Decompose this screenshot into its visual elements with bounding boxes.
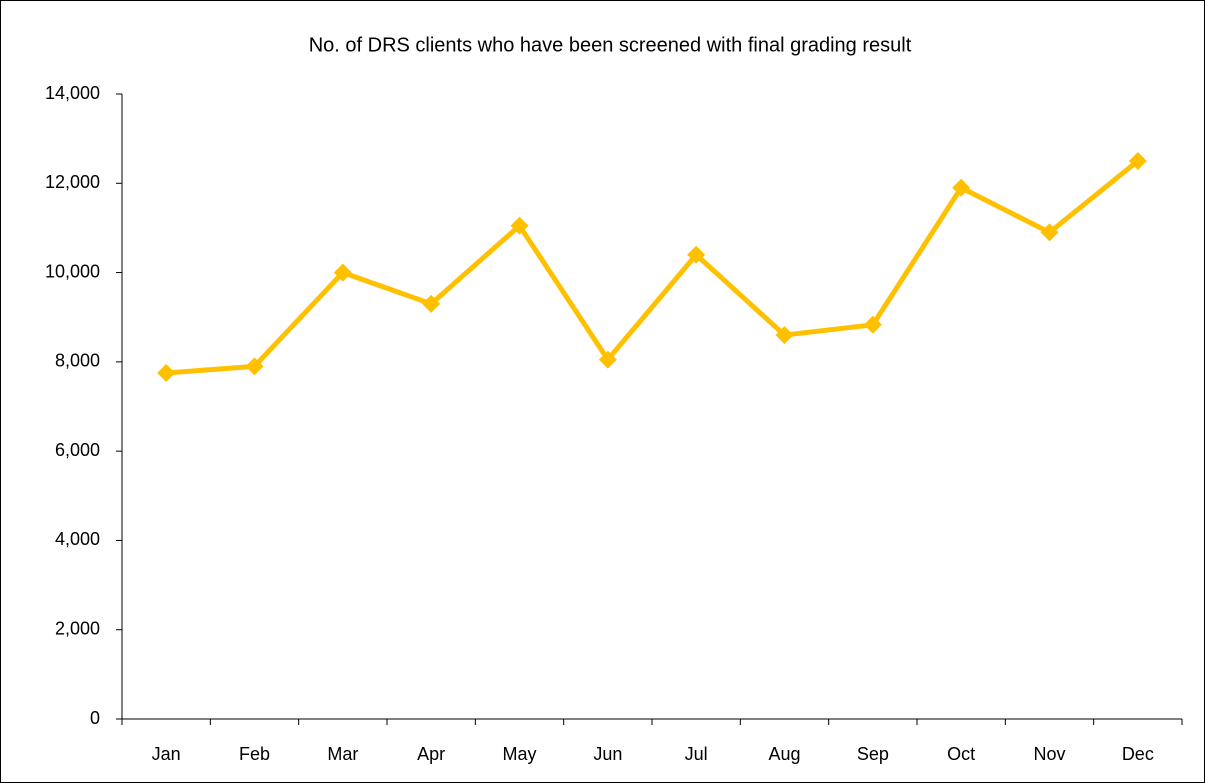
x-tick-label: Oct	[947, 744, 975, 764]
data-marker	[775, 326, 794, 345]
y-tick-label: 12,000	[45, 172, 100, 192]
x-tick-label: Nov	[1033, 744, 1065, 764]
x-tick-label: Jul	[685, 744, 708, 764]
data-marker	[1040, 223, 1059, 242]
data-line	[165, 159, 1140, 376]
data-marker	[510, 216, 529, 235]
chart-title: No. of DRS clients who have been screene…	[309, 34, 912, 56]
data-marker	[1128, 151, 1147, 170]
data-marker	[952, 178, 971, 197]
x-tick-label: Sep	[857, 744, 889, 764]
x-tick-label: Aug	[768, 744, 800, 764]
data-marker	[598, 350, 617, 369]
data-marker	[863, 315, 882, 334]
data-marker	[157, 364, 176, 383]
y-tick-label: 8,000	[55, 351, 100, 371]
x-tick-label: Mar	[327, 744, 358, 764]
data-marker	[245, 357, 264, 376]
x-tick-label: May	[502, 744, 536, 764]
data-marker	[333, 263, 352, 282]
data-marker	[422, 294, 441, 313]
x-tick-label: Apr	[417, 744, 445, 764]
data-marker	[687, 245, 706, 264]
y-tick-label: 0	[90, 708, 100, 728]
y-tick-label: 4,000	[55, 529, 100, 549]
x-tick-label: Dec	[1122, 744, 1154, 764]
y-tick-label: 10,000	[45, 261, 100, 281]
x-tick-label: Feb	[239, 744, 270, 764]
y-tick-label: 14,000	[45, 83, 100, 103]
x-tick-label: Jun	[593, 744, 622, 764]
y-tick-label: 2,000	[55, 618, 100, 638]
y-tick-label: 6,000	[55, 440, 100, 460]
x-tick-label: Jan	[152, 744, 181, 764]
